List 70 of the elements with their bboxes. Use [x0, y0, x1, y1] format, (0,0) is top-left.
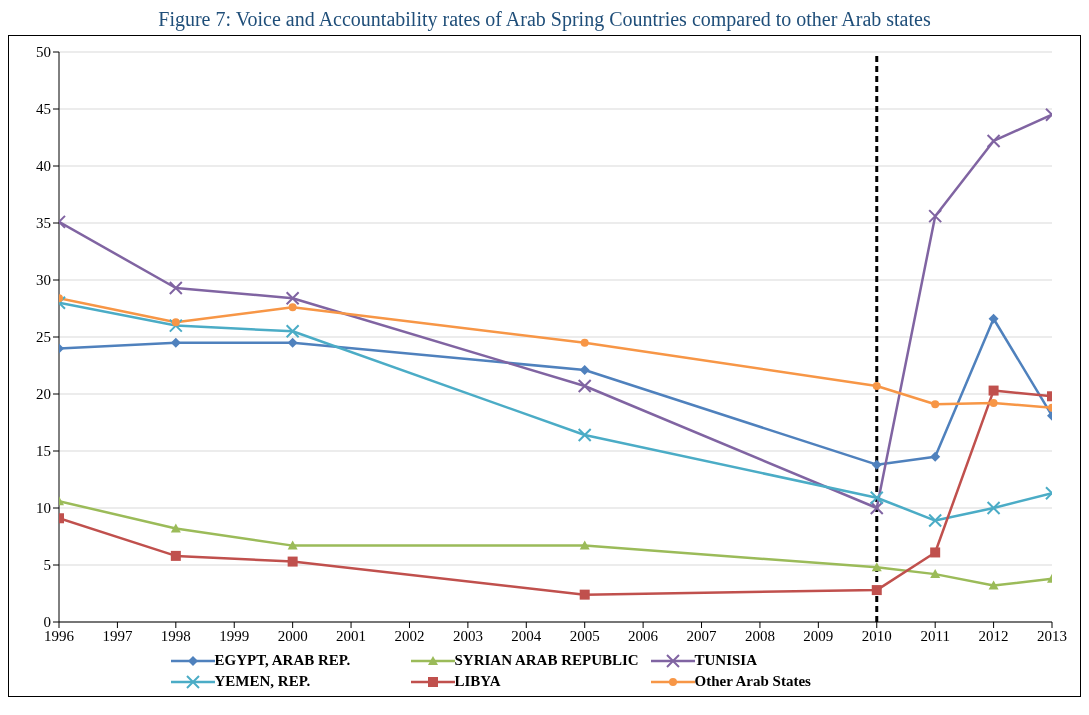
legend-label: EGYPT, ARAB REP.: [214, 652, 351, 669]
legend-label: Other Arab States: [694, 673, 811, 690]
legend-label: SYRIAN ARAB REPUBLIC: [454, 652, 639, 669]
x-tick-label: 2002: [394, 627, 425, 644]
x-tick-label: 2005: [569, 627, 600, 644]
point: [869, 501, 884, 515]
x-tick-label: 2012: [978, 627, 1009, 644]
point: [579, 365, 590, 376]
point: [285, 291, 300, 306]
point: [871, 585, 882, 596]
legend-label: TUNISIA: [694, 652, 758, 669]
x-tick-label: 2007: [686, 627, 718, 644]
point: [577, 428, 592, 443]
y-tick-label: 10: [36, 500, 51, 517]
point: [168, 318, 183, 333]
point: [872, 382, 881, 391]
x-tick-label: 1997: [102, 627, 133, 644]
y-tick-label: 20: [36, 386, 51, 403]
x-tick-label: 2004: [511, 627, 542, 644]
point: [930, 569, 941, 579]
point: [170, 337, 181, 348]
x-tick-label: 2008: [744, 627, 775, 644]
x-tick-label: 2010: [861, 627, 892, 644]
point: [288, 303, 297, 312]
x-tick-label: 1998: [160, 627, 191, 644]
x-tick-label: 2011: [920, 627, 950, 644]
point: [170, 523, 181, 533]
x-tick-label: 2000: [277, 627, 308, 644]
point: [986, 133, 1001, 148]
point: [869, 490, 884, 505]
y-tick-label: 40: [36, 158, 51, 175]
x-tick-label: 2001: [336, 627, 367, 644]
y-tick-label: 5: [43, 557, 51, 574]
point: [931, 400, 940, 409]
point: [928, 513, 943, 528]
y-tick-label: 45: [36, 101, 51, 118]
legend-label: YEMEN, REP.: [214, 673, 311, 690]
point: [871, 459, 882, 470]
point: [930, 451, 941, 462]
legend-label: LIBYA: [454, 673, 501, 690]
y-tick-label: 35: [36, 215, 51, 232]
x-tick-label: 2013: [1037, 627, 1067, 644]
x-tick-label: 2003: [452, 627, 483, 644]
chart-title: Figure 7: Voice and Accountability rates of Arab Spring Countries compared to other Arab states: [157, 8, 932, 31]
x-tick-label: 1999: [219, 627, 250, 644]
point: [170, 550, 181, 561]
y-tick-label: 15: [36, 443, 51, 460]
point: [579, 540, 590, 550]
point: [168, 280, 183, 295]
point: [928, 209, 943, 224]
point: [285, 324, 300, 339]
x-tick-label: 2009: [803, 627, 834, 644]
point: [287, 556, 298, 567]
point: [988, 385, 999, 396]
point: [580, 338, 589, 347]
y-tick-label: 50: [36, 44, 51, 61]
point: [988, 313, 999, 324]
point: [986, 501, 1001, 515]
point: [577, 379, 592, 394]
point: [988, 580, 999, 590]
point: [989, 399, 998, 408]
point: [579, 589, 590, 600]
point: [287, 540, 298, 550]
point: [287, 337, 298, 348]
x-tick-label: 2006: [628, 627, 659, 644]
point: [930, 547, 941, 558]
point: [871, 562, 882, 572]
y-tick-label: 30: [36, 272, 51, 289]
point: [171, 318, 180, 327]
y-tick-label: 25: [36, 329, 51, 346]
